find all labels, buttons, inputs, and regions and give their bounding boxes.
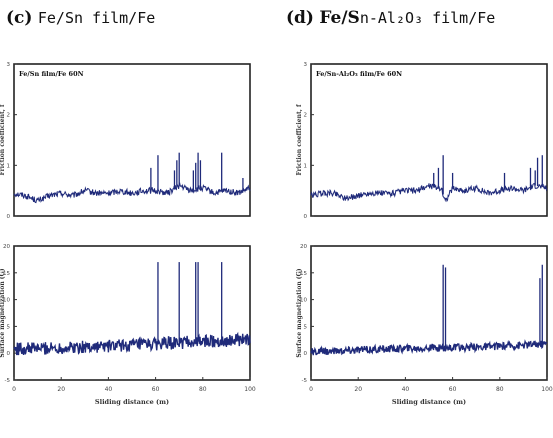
x-tick-label: 80: [496, 386, 504, 393]
y-axis-label: Surface magnetization (G): [296, 268, 303, 357]
plot-frame: [310, 63, 548, 217]
y-axis-label: Friction coefficient, f: [0, 104, 6, 175]
y-tick-label: 5: [304, 324, 308, 330]
series-line: [13, 182, 251, 204]
y-tick-label: 20: [300, 244, 307, 250]
x-tick-label: 40: [402, 386, 410, 393]
panel-c-label: (c) Fe/Sn film/Fe: [6, 8, 155, 28]
panel-d-title-rest: n-Al₂O₃ film/Fe: [359, 9, 496, 27]
panel-d-title-bold: Fe/S: [319, 8, 360, 28]
y-tick-label: 0: [7, 351, 11, 357]
panel-d-label: (d) Fe/Sn-Al₂O₃ film/Fe: [286, 8, 495, 28]
x-tick-label: 60: [152, 386, 160, 393]
y-tick-label: 15: [3, 271, 10, 277]
chart-c-top: 0 1 2 3 Friction coefficient, f Fe/Sn film/Fe…: [0, 62, 251, 220]
x-tick-label: 0: [309, 386, 313, 393]
y-tick-label: -5: [5, 378, 11, 384]
x-tick-label: 60: [449, 386, 457, 393]
chart-d-top: 0 1 2 3 Friction coefficient, f Fe/Sn-Al₂O₃ f…: [296, 62, 548, 220]
y-tick-label: 3: [7, 62, 11, 68]
x-tick-label: 20: [57, 386, 65, 393]
y-tick-label: 10: [300, 298, 307, 304]
panel-c-title: Fe/Sn film/Fe: [37, 9, 156, 27]
series-line: [310, 339, 548, 356]
series-line: [13, 331, 251, 356]
x-tick-label: 0: [12, 386, 16, 393]
y-tick-label: 0: [304, 214, 308, 220]
y-axis-label: Friction coefficient, f: [296, 104, 303, 175]
y-tick-label: 15: [300, 271, 307, 277]
x-tick-label: 100: [244, 386, 256, 393]
x-axis-label: Sliding distance (m): [392, 398, 466, 406]
y-tick-label: 1: [7, 163, 11, 169]
panel-c-letter: (c): [6, 8, 33, 28]
y-tick-label: 2: [304, 113, 308, 119]
x-tick-label: 40: [105, 386, 113, 393]
plot-frame: [310, 245, 548, 381]
x-tick-label: 20: [354, 386, 362, 393]
x-axis-label: Sliding distance (m): [95, 398, 169, 406]
x-tick-label: 100: [541, 386, 553, 393]
y-tick-label: 1: [304, 163, 308, 169]
y-tick-label: 2: [7, 113, 11, 119]
y-tick-label: 0: [304, 351, 308, 357]
plot-frame: [13, 245, 251, 381]
y-tick-label: 0: [7, 214, 11, 220]
y-axis-label: Surface magnetization (G): [0, 268, 6, 357]
y-tick-label: 10: [3, 298, 10, 304]
panel-d-letter: (d): [286, 8, 314, 28]
x-tick-label: 80: [199, 386, 207, 393]
y-tick-label: 20: [3, 244, 10, 250]
series-line: [310, 182, 548, 203]
y-tick-label: 3: [304, 62, 308, 68]
plot-inner-title: Fe/Sn-Al₂O₃ film/Fe 60N: [316, 70, 402, 78]
y-tick-label: -5: [302, 378, 308, 384]
plot-inner-title: Fe/Sn film/Fe 60N: [19, 70, 84, 78]
y-tick-label: 5: [7, 324, 11, 330]
